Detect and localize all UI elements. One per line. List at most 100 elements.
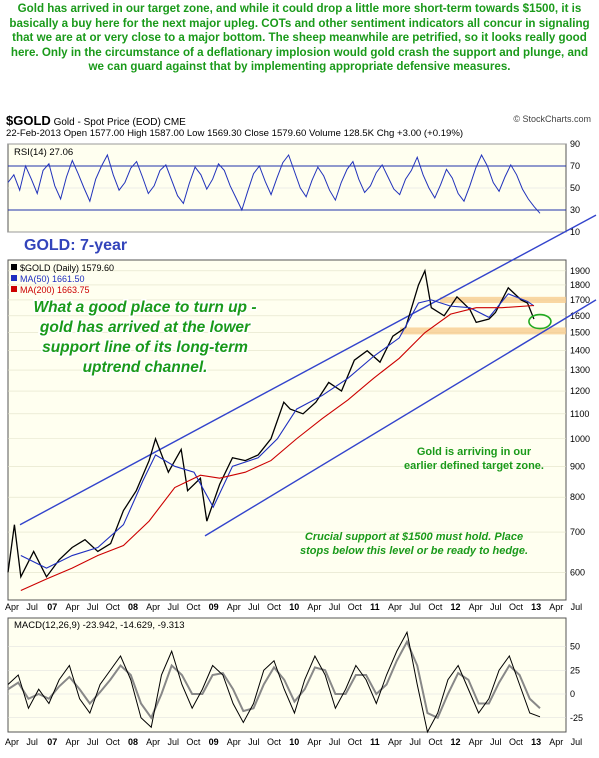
x-tick-label: Jul bbox=[87, 737, 99, 747]
x-tick-label: Jul bbox=[490, 602, 502, 612]
x-tick-label: Apr bbox=[388, 602, 402, 612]
x-tick-label: 09 bbox=[209, 602, 219, 612]
legend-entry: $GOLD (Daily) 1579.60 bbox=[20, 263, 114, 273]
macd-series-macd bbox=[7, 630, 541, 734]
rsi-tick-label: 10 bbox=[570, 227, 580, 237]
exchange: CME bbox=[163, 117, 186, 128]
chart-header-line1: $GOLD Gold - Spot Price (EOD) CME bbox=[6, 113, 186, 128]
x-tick-label: Oct bbox=[106, 737, 121, 747]
macd-panel: -25 0 25 50 MACD(12,26,9) -23.942, -14.629, … bbox=[7, 617, 583, 734]
quote-line: 22-Feb-2013 Open 1577.00 High 1587.00 Lo… bbox=[6, 128, 464, 139]
x-tick-label: Oct bbox=[186, 737, 201, 747]
rsi-label: RSI(14) 27.06 bbox=[14, 147, 73, 158]
channel-upper-line bbox=[19, 214, 597, 526]
price-tick-label: 1000 bbox=[570, 434, 590, 444]
x-tick-label: Jul bbox=[26, 602, 38, 612]
annotation-main-line: What a good place to turn up - bbox=[33, 299, 256, 316]
price-tick-label: 1700 bbox=[570, 295, 590, 305]
x-tick-label: Apr bbox=[5, 602, 19, 612]
annotation-main-line: support line of its long-term bbox=[42, 339, 248, 356]
x-tick-label: Apr bbox=[5, 737, 19, 747]
macd-tick-label: -25 bbox=[570, 713, 583, 723]
x-tick-label: 12 bbox=[450, 602, 460, 612]
x-tick-label: 08 bbox=[128, 737, 138, 747]
x-tick-label: Apr bbox=[227, 737, 241, 747]
x-tick-label: 12 bbox=[450, 737, 460, 747]
rsi-tick-label: 30 bbox=[570, 205, 580, 215]
legend-swatch bbox=[11, 286, 17, 292]
legend-entry: MA(200) 1663.75 bbox=[20, 285, 90, 295]
x-tick-label: Oct bbox=[428, 737, 443, 747]
x-tick-label: Jul bbox=[409, 602, 421, 612]
annotation-target-zone: earlier defined target zone. bbox=[404, 460, 544, 472]
source-credit: © StockCharts.com bbox=[513, 114, 591, 124]
price-series-1 bbox=[20, 293, 535, 569]
x-tick-label: Oct bbox=[186, 602, 201, 612]
symbol: $GOLD bbox=[6, 113, 51, 128]
x-tick-label: Oct bbox=[509, 602, 524, 612]
x-tick-label: Jul bbox=[87, 602, 99, 612]
x-axis-macd: Apr Jul 07 Apr Jul Oct 08 Apr Jul Oct 09 Apr Jul Oct 1… bbox=[5, 737, 582, 747]
rsi-panel: 10 30 50 70 90 RSI(14) 27.06 bbox=[7, 139, 580, 237]
chart-title: GOLD: 7-year bbox=[24, 237, 127, 254]
x-tick-label: Apr bbox=[469, 602, 483, 612]
price-tick-label: 800 bbox=[570, 492, 585, 502]
intro-commentary: Gold has arrived in our target zone, and… bbox=[9, 2, 590, 74]
x-tick-label: Jul bbox=[571, 737, 583, 747]
annotation-main-line: uptrend channel. bbox=[83, 359, 208, 376]
x-tick-label: Apr bbox=[65, 602, 79, 612]
price-panel: 600 700 800 900 1000 1100 1200 1300 1400 1500 1600… bbox=[7, 214, 597, 601]
x-tick-label: Jul bbox=[248, 737, 260, 747]
price-tick-label: 1400 bbox=[570, 346, 590, 356]
x-tick-label: 11 bbox=[370, 737, 380, 747]
price-tick-label: 1100 bbox=[570, 409, 589, 419]
x-tick-label: Apr bbox=[227, 602, 241, 612]
x-tick-label: 11 bbox=[370, 602, 380, 612]
x-tick-label: Jul bbox=[329, 602, 341, 612]
x-tick-label: Jul bbox=[490, 737, 502, 747]
x-tick-label: 10 bbox=[289, 602, 299, 612]
rsi-line bbox=[7, 153, 541, 214]
x-tick-label: Apr bbox=[549, 602, 563, 612]
x-tick-label: 13 bbox=[531, 737, 541, 747]
annotation-main-line: uptrend channel. bbox=[83, 359, 208, 376]
annotation-main-line: gold has arrived at the lower bbox=[39, 319, 251, 336]
x-tick-label: Jul bbox=[409, 737, 421, 747]
rsi-tick-label: 90 bbox=[570, 139, 580, 149]
x-tick-label: Oct bbox=[348, 602, 363, 612]
annotation-support: Crucial support at $1500 must hold. Plac… bbox=[305, 531, 523, 543]
annotation-support: stops below this level or be ready to he… bbox=[300, 545, 528, 557]
x-tick-label: Oct bbox=[267, 737, 282, 747]
price-tick-label: 1900 bbox=[570, 266, 590, 276]
x-tick-label: Jul bbox=[26, 737, 38, 747]
x-tick-label: Jul bbox=[329, 737, 341, 747]
macd-tick-label: 0 bbox=[570, 689, 575, 699]
price-tick-label: 1800 bbox=[570, 280, 590, 290]
annotation-main-line: support line of its long-term bbox=[42, 339, 248, 356]
x-tick-label: 10 bbox=[289, 737, 299, 747]
annotation-main-line: What a good place to turn up - bbox=[33, 299, 256, 316]
x-tick-label: Oct bbox=[106, 602, 121, 612]
price-tick-label: 1200 bbox=[570, 386, 590, 396]
x-tick-label: 09 bbox=[209, 737, 219, 747]
x-tick-label: Apr bbox=[146, 737, 160, 747]
x-tick-label: Jul bbox=[248, 602, 260, 612]
legend-swatch bbox=[11, 275, 17, 281]
x-axis-price: Apr Jul 07 Apr Jul Oct 08 Apr Jul Oct 09 Apr Jul Oct 1… bbox=[5, 602, 582, 612]
target-zone-lower bbox=[400, 327, 566, 335]
price-tick-label: 1300 bbox=[570, 365, 590, 375]
x-tick-label: 07 bbox=[47, 737, 57, 747]
annotation-target-zone: Gold is arriving in our bbox=[417, 446, 532, 458]
x-tick-label: Apr bbox=[469, 737, 483, 747]
highlight-ellipse bbox=[528, 313, 552, 330]
x-tick-label: Apr bbox=[146, 602, 160, 612]
instrument-name: Gold - Spot Price (EOD) bbox=[53, 117, 161, 128]
rsi-tick-label: 50 bbox=[570, 183, 580, 193]
macd-tick-label: 50 bbox=[570, 642, 580, 652]
channel-lower-line bbox=[204, 299, 597, 537]
x-tick-label: Apr bbox=[307, 602, 321, 612]
legend-entry: MA(50) 1661.50 bbox=[20, 274, 85, 284]
x-tick-label: Apr bbox=[65, 737, 79, 747]
x-tick-label: Oct bbox=[267, 602, 282, 612]
